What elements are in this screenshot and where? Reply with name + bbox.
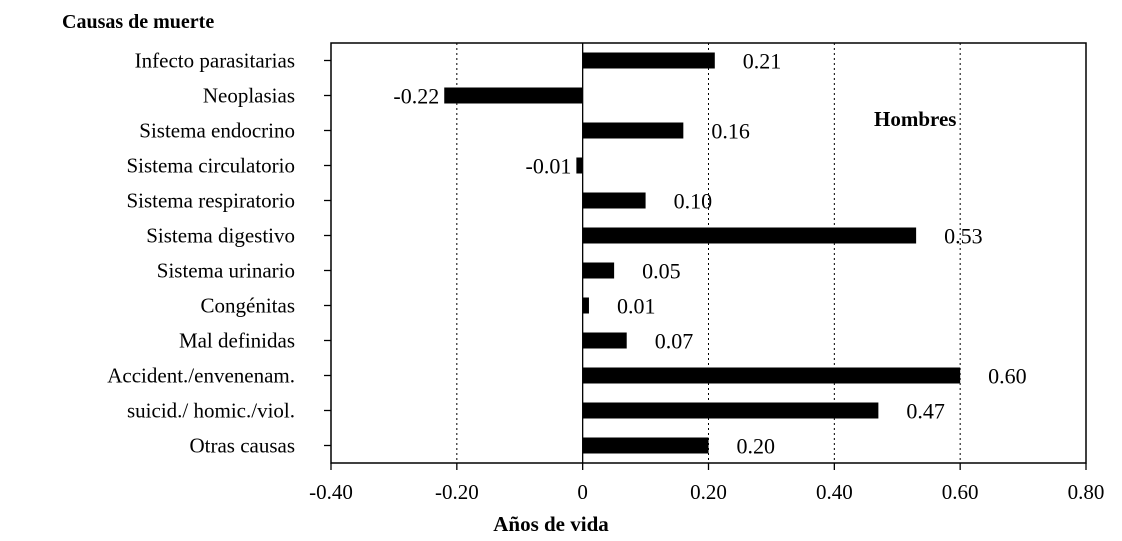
category-label: Accident./envenenam. bbox=[107, 364, 295, 388]
bar bbox=[576, 157, 583, 174]
category-label: Sistema endocrino bbox=[139, 119, 295, 143]
data-label: 0.05 bbox=[642, 259, 681, 284]
data-label: 0.01 bbox=[617, 294, 656, 319]
category-label: Mal definidas bbox=[179, 329, 295, 353]
data-label: 0.53 bbox=[944, 224, 983, 249]
x-tick-label: 0.60 bbox=[942, 480, 979, 504]
x-tick-label: -0.40 bbox=[309, 480, 353, 504]
category-label: Sistema digestivo bbox=[146, 224, 295, 248]
bar bbox=[582, 367, 961, 384]
x-axis-label: Años de vida bbox=[493, 512, 609, 536]
category-label: Sistema urinario bbox=[157, 259, 295, 283]
grid bbox=[456, 43, 961, 463]
category-label: Sistema respiratorio bbox=[126, 189, 295, 213]
category-label: Neoplasias bbox=[203, 84, 295, 108]
data-labels: 0.21 -0.22 0.16 -0.01 0.10 0.53 0.05 0.01 0.07 0.… bbox=[393, 49, 1026, 459]
data-label: 0.20 bbox=[737, 434, 776, 459]
bars bbox=[444, 52, 961, 454]
x-tick-label: 0.20 bbox=[690, 480, 727, 504]
bar bbox=[582, 262, 615, 279]
bar bbox=[582, 52, 715, 69]
data-label: 0.21 bbox=[743, 49, 782, 74]
x-tick-label: 0 bbox=[577, 480, 588, 504]
y-axis-heading: Causas de muerte bbox=[62, 11, 214, 33]
bar bbox=[582, 332, 627, 349]
category-label: Otras causas bbox=[189, 434, 295, 458]
data-label: -0.01 bbox=[526, 154, 572, 179]
category-labels: Infecto parasitarias Neoplasias Sistema en… bbox=[107, 49, 331, 458]
category-label: Infecto parasitarias bbox=[135, 49, 295, 73]
data-label: 0.47 bbox=[906, 399, 945, 424]
bar bbox=[582, 122, 684, 139]
data-label: 0.60 bbox=[988, 364, 1027, 389]
data-label: 0.10 bbox=[674, 189, 713, 214]
data-label: -0.22 bbox=[393, 84, 439, 109]
x-tick-label: 0.80 bbox=[1068, 480, 1105, 504]
annotation-hombres: Hombres bbox=[874, 107, 956, 131]
bar bbox=[582, 227, 917, 244]
category-label: Congénitas bbox=[201, 294, 296, 318]
x-tick-label: 0.40 bbox=[816, 480, 853, 504]
category-label: suicid./ homic./viol. bbox=[127, 399, 295, 423]
bar bbox=[582, 192, 646, 209]
bar bbox=[582, 437, 709, 454]
x-tick-label: -0.20 bbox=[435, 480, 479, 504]
x-ticks: -0.40 -0.20 0 0.20 0.40 0.60 0.80 bbox=[309, 463, 1104, 504]
bar bbox=[444, 87, 583, 104]
category-label: Sistema circulatorio bbox=[126, 154, 295, 178]
data-label: 0.16 bbox=[711, 119, 750, 144]
bar bbox=[582, 297, 589, 314]
data-label: 0.07 bbox=[655, 329, 694, 354]
bar bbox=[582, 402, 879, 419]
